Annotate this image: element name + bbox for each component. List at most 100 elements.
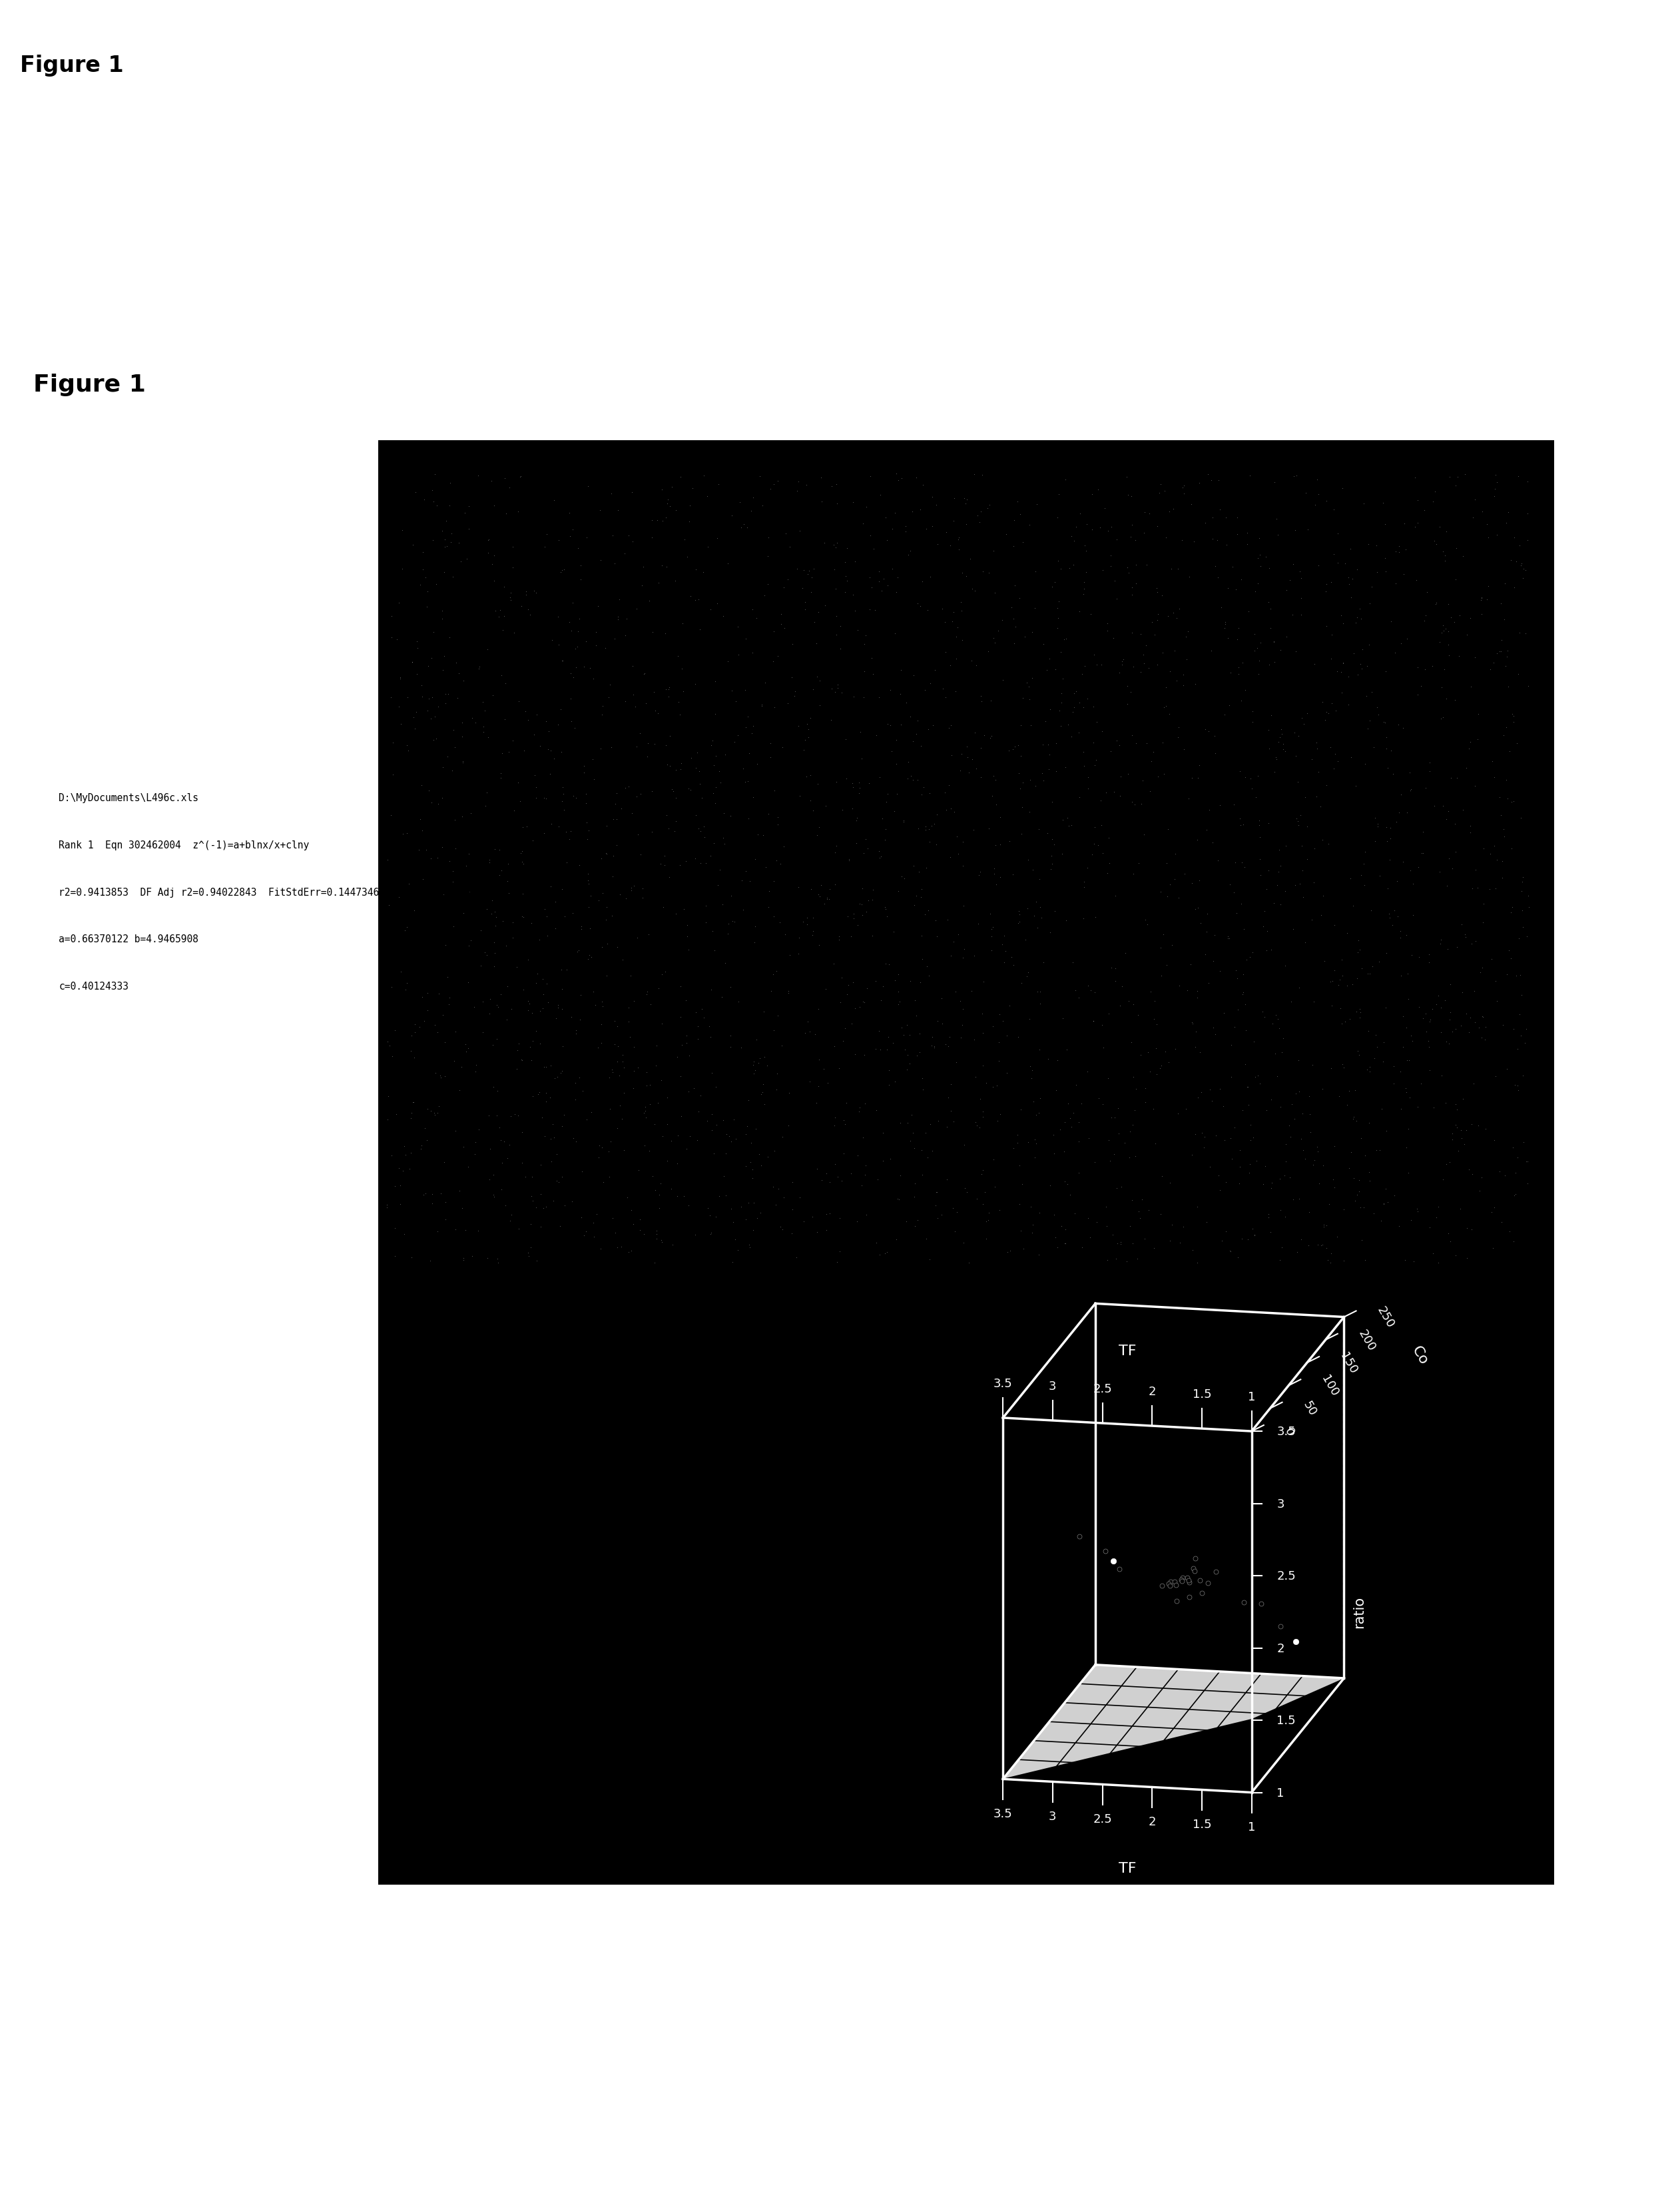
Point <box>654 798 680 833</box>
Point <box>445 526 472 561</box>
Point <box>882 1065 909 1100</box>
Point <box>378 679 405 714</box>
Point <box>1317 1236 1344 1271</box>
Point <box>803 1087 830 1122</box>
Point <box>954 730 981 765</box>
Point <box>1074 506 1100 541</box>
Point <box>904 1039 931 1074</box>
Point <box>822 675 848 710</box>
Point <box>1430 609 1457 644</box>
Point <box>509 811 536 846</box>
Point <box>907 778 934 813</box>
Point <box>627 1214 654 1249</box>
Point <box>1124 997 1151 1032</box>
Point <box>743 1023 769 1058</box>
Point <box>776 1076 803 1111</box>
Point <box>872 947 899 982</box>
Point <box>507 784 534 819</box>
Point <box>689 554 716 589</box>
Point <box>1042 653 1068 688</box>
Point <box>1480 1124 1507 1159</box>
Point <box>934 903 961 938</box>
Point <box>1089 1087 1116 1122</box>
Point <box>425 1096 452 1131</box>
Point <box>1055 1087 1082 1122</box>
Point <box>1346 922 1373 957</box>
Point <box>1393 1131 1420 1166</box>
Point <box>1149 578 1176 613</box>
Point <box>474 1240 501 1275</box>
Point <box>638 502 665 537</box>
Point <box>909 918 936 953</box>
Point <box>1465 697 1492 732</box>
Point <box>744 747 771 782</box>
Point <box>1105 1115 1132 1150</box>
Point <box>889 859 916 894</box>
Point <box>410 535 437 570</box>
Point <box>1147 1047 1174 1082</box>
Point <box>491 460 517 495</box>
Point <box>1312 574 1339 609</box>
Point <box>1505 1074 1532 1109</box>
Point <box>811 526 838 561</box>
Point <box>617 1019 643 1054</box>
Point <box>902 1209 929 1244</box>
Point <box>1095 513 1122 548</box>
Point <box>912 1115 939 1150</box>
Point <box>1384 708 1411 743</box>
Point <box>1428 922 1455 957</box>
Point <box>786 778 813 813</box>
Point <box>917 561 944 596</box>
Point <box>563 1124 590 1159</box>
Point <box>1011 922 1038 957</box>
Point <box>780 627 806 662</box>
Point <box>1324 1220 1351 1255</box>
Point <box>1171 475 1198 511</box>
Point <box>657 719 684 754</box>
Point <box>1500 1131 1527 1166</box>
Point <box>909 1133 936 1168</box>
Point <box>588 929 615 964</box>
Point <box>795 1003 822 1039</box>
Point <box>1122 725 1149 760</box>
Point <box>590 1166 617 1201</box>
Point <box>408 769 435 804</box>
Point <box>892 515 919 550</box>
Point <box>575 857 601 892</box>
Point <box>1001 567 1028 603</box>
Point <box>1408 1067 1435 1102</box>
Point <box>922 489 949 524</box>
Point <box>418 1177 445 1212</box>
Point <box>1084 649 1110 684</box>
Point <box>847 1091 874 1126</box>
Point <box>1488 622 1515 657</box>
Point <box>1463 723 1490 758</box>
Point <box>961 1023 988 1058</box>
Point <box>499 920 526 955</box>
Point <box>726 638 753 673</box>
Point <box>1152 1034 1179 1069</box>
Point <box>919 1019 946 1054</box>
Point <box>744 1201 771 1236</box>
Point <box>1045 585 1072 620</box>
Point <box>539 1183 566 1218</box>
Point <box>1102 951 1129 986</box>
Point <box>1458 1157 1485 1192</box>
Point <box>796 782 823 817</box>
Point <box>1240 1120 1267 1155</box>
Point <box>862 964 889 999</box>
Point <box>1413 997 1440 1032</box>
Point <box>1373 721 1399 756</box>
Point <box>462 1054 489 1089</box>
Point <box>544 1166 571 1201</box>
Point <box>979 778 1006 813</box>
Point <box>840 966 867 1001</box>
Point <box>1450 793 1477 828</box>
Point <box>467 949 494 984</box>
Point <box>1502 1157 1529 1192</box>
Point <box>1378 811 1404 846</box>
Point <box>1020 852 1047 887</box>
Point <box>914 594 941 629</box>
Point <box>1131 638 1158 673</box>
Point <box>1080 1003 1107 1039</box>
